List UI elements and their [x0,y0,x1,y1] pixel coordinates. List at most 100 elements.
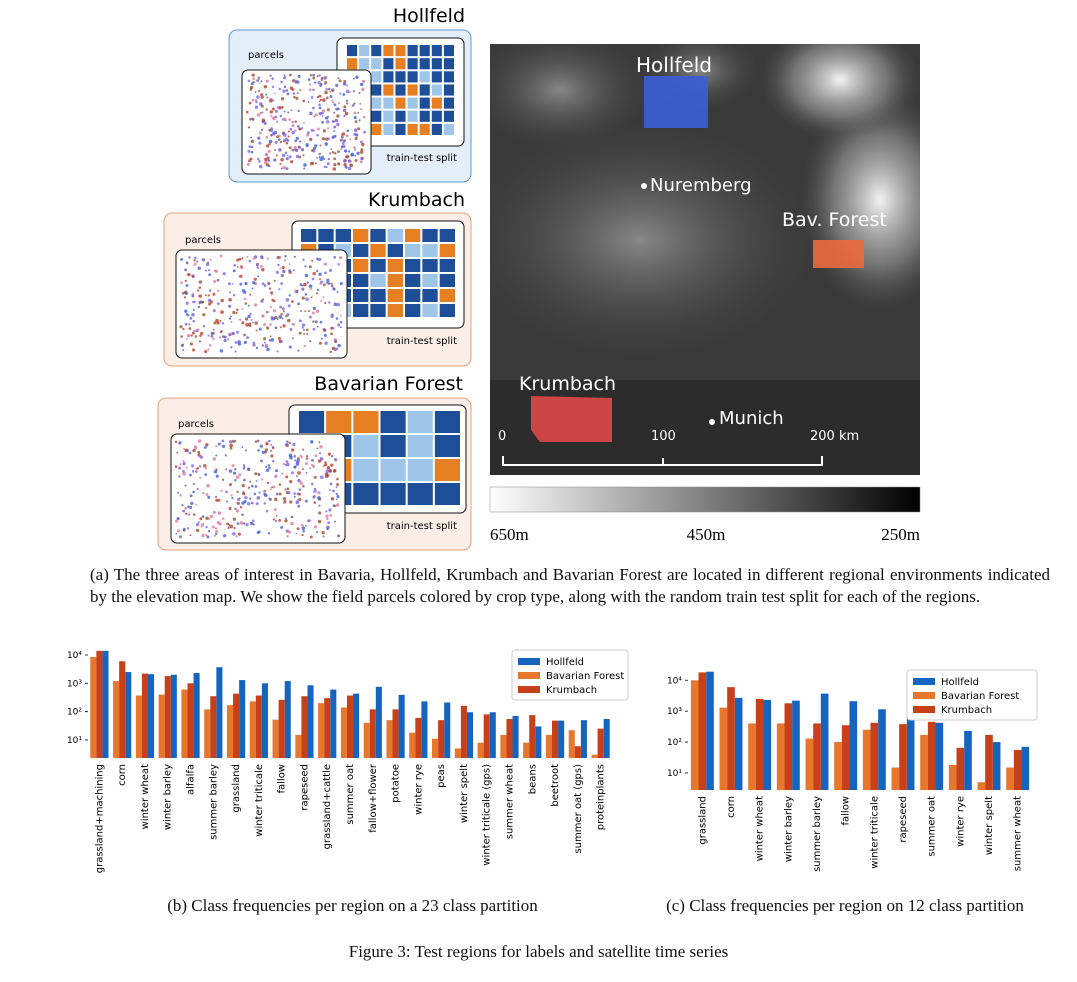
parcel-dot [297,74,301,79]
parcel-dot [175,532,178,535]
parcel-dot [299,454,303,458]
parcel-dot [279,267,282,270]
bar [330,689,337,758]
bar [956,747,965,790]
parcel-dot [179,494,182,497]
x-tick-label: grassland+machining [94,764,105,873]
parcel-dot [247,314,251,319]
parcel-dot [210,334,214,338]
parcel-dot [244,317,249,321]
parcel-dot [293,465,297,469]
parcel-dot [192,483,195,486]
split-cell [434,483,460,505]
parcel-dot [258,327,262,331]
parcel-dot [255,101,258,104]
split-cell [371,123,382,135]
parcel-dot [352,90,355,93]
parcel-dot [214,269,218,273]
parcel-dot [327,158,330,161]
parcel-dot [256,496,261,500]
split-label: train-test split [387,336,457,347]
parcel-dot [281,472,284,475]
parcel-dot [250,484,254,488]
bar [90,656,97,758]
parcel-dot [249,85,254,90]
parcel-dot [230,320,233,323]
parcel-dot [281,317,284,320]
split-cell [371,110,382,122]
parcel-dot [263,492,267,496]
parcel-dot [326,115,330,119]
parcel-dot [292,92,295,95]
parcel-dot [249,312,252,316]
parcel-dot [285,298,290,302]
parcel-dot [255,480,258,482]
bar [719,707,728,790]
parcel-dot [228,523,231,527]
parcel-dot [270,338,275,342]
parcel-dot [284,519,288,523]
parcel-dot [247,468,251,471]
parcel-dot [267,159,270,162]
parcel-dot [234,479,237,482]
parcel-dot [339,138,343,142]
parcel-dot [302,448,305,451]
parcel-dot [332,489,335,493]
parcel-dot [280,313,283,316]
parcel-dot [311,259,314,262]
parcel-dot [356,151,360,155]
parcel-dot [314,81,317,84]
parcel-dot [268,439,271,443]
parcel-dot [258,160,261,163]
split-cell [443,97,454,109]
split-cell [407,58,418,70]
split-cell [407,71,418,83]
bar [512,715,519,758]
parcel-dot [262,298,265,301]
parcel-dot [319,278,322,281]
parcel-dot [323,158,326,161]
parcel-dot [336,495,340,499]
parcel-dot [204,467,208,470]
parcel-dot [363,130,367,134]
bar [210,696,217,758]
parcel-dot [213,279,217,283]
y-tick-label: 10⁴ [67,651,82,661]
bar [906,712,915,790]
parcel-dot [243,500,247,504]
parcel-dot [236,522,240,525]
bar [119,661,126,758]
split-cell [431,123,442,135]
parcel-dot [308,88,312,92]
parcel-dot [283,74,286,77]
parcel-dot [326,162,330,166]
parcel-dot [252,281,256,285]
parcel-dot [347,166,352,171]
parcel-dot [190,334,193,337]
parcel-dot [191,313,195,317]
split-cell [326,411,352,433]
parcel-dot [248,101,252,105]
parcel-dot [360,82,364,87]
parcel-dot [326,528,329,531]
parcel-dot [279,162,282,166]
bar [415,717,422,758]
parcel-dot [318,511,322,515]
parcel-dot [304,265,307,268]
parcel-dot [292,78,296,83]
parcel-dot [241,446,244,449]
parcel-dot [343,80,347,84]
split-cell [383,58,394,70]
parcel-dot [207,529,211,533]
parcel-dot [258,491,261,494]
parcel-dot [278,148,282,152]
parcel-dot [316,288,320,292]
parcel-dot [247,126,251,129]
parcel-dot [215,454,218,457]
bar [985,734,993,790]
bar [580,720,587,758]
parcel-dot [361,142,365,147]
y-tick-label: 10⁴ [667,676,682,686]
parcel-dot [280,167,283,170]
parcel-dot [244,496,248,500]
